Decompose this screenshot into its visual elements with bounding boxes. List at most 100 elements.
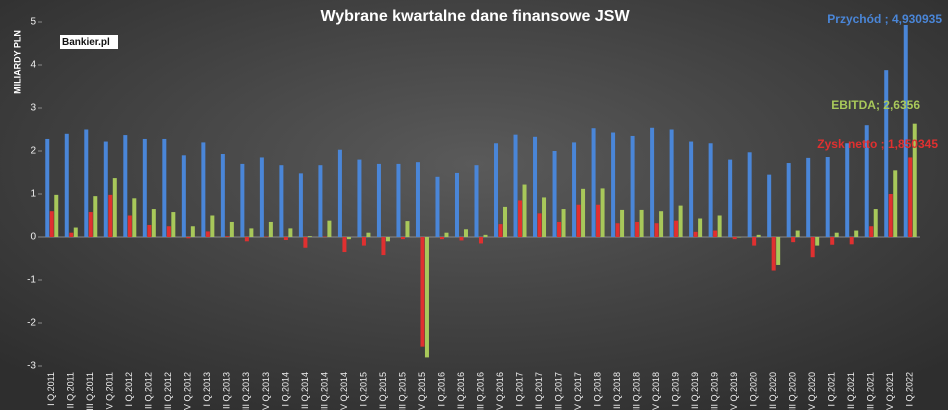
x-tick-label: III Q.2016 [475, 372, 485, 410]
bar [513, 134, 518, 237]
bar [581, 188, 586, 237]
x-tick-label: II Q.2011 [66, 372, 76, 408]
bar [205, 231, 210, 237]
bar [244, 237, 249, 242]
bar [283, 237, 288, 241]
bar [747, 152, 752, 237]
x-tick-label: II Q.2019 [690, 372, 700, 409]
bar [385, 237, 390, 242]
bar [444, 232, 449, 237]
bar [400, 237, 405, 240]
bar [123, 135, 128, 237]
bar [151, 209, 156, 237]
bar [698, 218, 703, 237]
bar [708, 143, 713, 237]
bar [229, 221, 234, 237]
bar [542, 197, 547, 237]
bar [415, 162, 420, 237]
x-tick-label: III Q.2019 [710, 372, 720, 410]
bar [303, 237, 308, 248]
y-tick-label: -3 [27, 361, 36, 372]
bar [322, 236, 327, 238]
bar [459, 237, 464, 241]
bar [147, 224, 152, 237]
y-tick-label: 5 [30, 17, 36, 28]
bar [771, 237, 776, 271]
bar [405, 221, 410, 237]
x-tick-label: IV Q.2014 [339, 372, 349, 410]
bar [557, 221, 562, 237]
bar [767, 174, 772, 237]
logo: Bankier.pl [62, 37, 110, 48]
bar [561, 209, 566, 237]
bar [830, 237, 835, 245]
bar [54, 194, 59, 237]
annotation: EBITDA; 2,6356 [831, 98, 920, 112]
bar [483, 234, 488, 237]
y-tick-label: 0 [30, 232, 36, 243]
bar [737, 237, 742, 238]
bar [639, 209, 644, 237]
bar [357, 159, 362, 237]
bar [908, 157, 913, 237]
bar [225, 236, 230, 237]
bar [693, 231, 698, 237]
bar [873, 209, 878, 237]
bar [888, 194, 893, 237]
bar [84, 129, 89, 237]
annotation: Zysk netto ; 1,850345 [817, 137, 938, 151]
bar [620, 209, 625, 237]
bar [756, 234, 761, 237]
bar [522, 184, 527, 237]
bar [752, 237, 757, 246]
bar [834, 232, 839, 237]
x-tick-label: IV Q.2017 [573, 372, 583, 410]
x-tick-label: III Q.2018 [631, 372, 641, 410]
x-tick-label: I Q.2017 [514, 372, 524, 407]
x-tick-label: III Q.2011 [85, 372, 95, 410]
bar [678, 205, 683, 237]
y-tick-label: 2 [30, 146, 36, 157]
x-tick-label: II Q.2017 [534, 372, 544, 409]
bar [435, 176, 440, 237]
bar [650, 127, 655, 237]
bar [181, 155, 186, 237]
bar [108, 194, 113, 237]
x-tick-label: IV Q.2015 [417, 372, 427, 410]
bar [795, 230, 800, 237]
x-tick-label: I Q.2011 [46, 372, 56, 406]
x-tick-label: II Q.2012 [144, 372, 154, 409]
bar [893, 170, 898, 237]
bar [659, 211, 664, 237]
chart-title: Wybrane kwartalne dane finansowe JSW [320, 8, 630, 25]
bar [396, 163, 401, 237]
bar [381, 237, 386, 256]
bar [884, 70, 889, 237]
bar [298, 173, 303, 237]
bar [346, 237, 351, 240]
bar [132, 198, 137, 237]
bar [732, 237, 737, 240]
bar [849, 237, 854, 245]
bar [186, 237, 191, 239]
x-tick-label: III Q.2017 [553, 372, 563, 410]
bar [318, 165, 323, 237]
bar [220, 154, 225, 237]
x-tick-label: I Q.2020 [749, 372, 759, 407]
x-tick-label: I Q.2021 [827, 372, 837, 407]
bar [88, 212, 93, 237]
x-tick-label: I Q.2018 [592, 372, 602, 407]
x-tick-label: IV Q.2013 [261, 372, 271, 410]
x-tick-label: II Q.2020 [768, 372, 778, 409]
x-tick-label: IV Q.2018 [651, 372, 661, 410]
x-tick-label: III Q.2015 [397, 372, 407, 410]
x-tick-label: III Q.2014 [319, 372, 329, 410]
bar [869, 226, 874, 237]
bar [474, 165, 479, 237]
bar [112, 178, 117, 237]
x-tick-label: IV Q.2021 [885, 372, 895, 410]
annotation: Przychód ; 4,930935 [827, 12, 942, 26]
bar [210, 215, 215, 237]
bar [240, 163, 245, 237]
